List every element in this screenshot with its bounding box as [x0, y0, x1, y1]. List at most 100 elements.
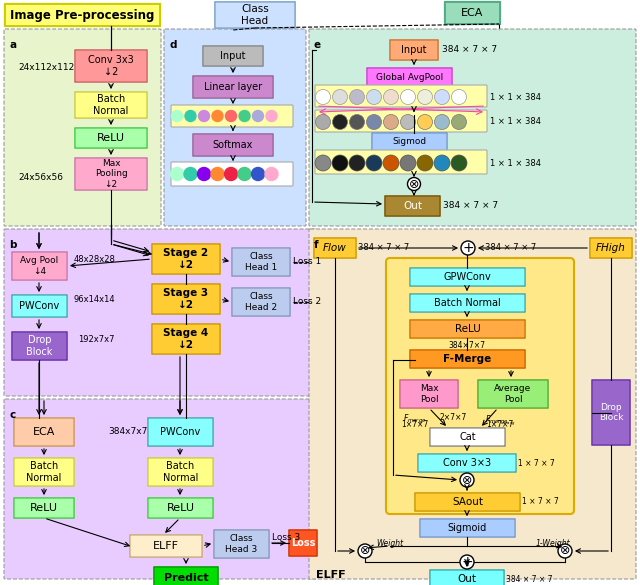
Text: 384x7x7: 384x7x7	[108, 428, 147, 436]
Circle shape	[184, 167, 197, 181]
Text: Linear layer: Linear layer	[204, 82, 262, 92]
Text: ⊗: ⊗	[409, 177, 419, 191]
Text: Predict: Predict	[164, 573, 208, 583]
Text: Cat: Cat	[459, 432, 476, 442]
Circle shape	[401, 115, 415, 129]
Circle shape	[460, 555, 474, 569]
Text: 384×7×7: 384×7×7	[449, 340, 486, 349]
Circle shape	[435, 90, 449, 105]
Text: 48x28x28: 48x28x28	[73, 254, 115, 263]
Circle shape	[349, 115, 365, 129]
FancyBboxPatch shape	[590, 238, 632, 258]
FancyBboxPatch shape	[445, 2, 500, 24]
Text: 24x56x56: 24x56x56	[18, 173, 63, 181]
Circle shape	[170, 167, 184, 181]
FancyBboxPatch shape	[215, 2, 295, 28]
FancyBboxPatch shape	[14, 498, 74, 518]
Circle shape	[265, 167, 278, 181]
FancyBboxPatch shape	[386, 258, 574, 514]
Text: $F_{merge}$: $F_{merge}$	[403, 413, 427, 426]
FancyBboxPatch shape	[148, 458, 213, 486]
Text: ⊗: ⊗	[461, 473, 472, 487]
FancyBboxPatch shape	[315, 85, 487, 107]
Circle shape	[349, 155, 365, 171]
Text: Conv 3x3
↓2: Conv 3x3 ↓2	[88, 55, 134, 77]
Text: Softmax: Softmax	[213, 140, 253, 150]
Text: 1 × 1 × 384: 1 × 1 × 384	[490, 159, 541, 167]
FancyBboxPatch shape	[372, 133, 447, 151]
FancyBboxPatch shape	[12, 332, 67, 360]
FancyBboxPatch shape	[385, 196, 440, 216]
Text: Max
Pooling
↓2: Max Pooling ↓2	[95, 159, 127, 189]
Circle shape	[239, 111, 250, 122]
Text: d: d	[169, 40, 177, 50]
Text: Stage 2
↓2: Stage 2 ↓2	[163, 248, 209, 270]
Text: Class
Head 1: Class Head 1	[245, 252, 277, 271]
Text: f: f	[314, 240, 319, 250]
Text: Average
Pool: Average Pool	[494, 384, 532, 404]
FancyBboxPatch shape	[12, 252, 67, 280]
Text: +: +	[462, 241, 474, 255]
Text: ECA: ECA	[33, 427, 55, 437]
Text: ECA: ECA	[461, 8, 484, 18]
Circle shape	[367, 90, 381, 105]
Text: 1 × 1 × 384: 1 × 1 × 384	[490, 92, 541, 102]
Text: Max
Pool: Max Pool	[420, 384, 438, 404]
Text: ReLU: ReLU	[30, 503, 58, 513]
FancyBboxPatch shape	[5, 4, 160, 26]
Text: Conv 3×3: Conv 3×3	[443, 458, 491, 468]
FancyBboxPatch shape	[130, 535, 202, 557]
Text: FHigh: FHigh	[596, 243, 626, 253]
Text: Batch Normal: Batch Normal	[434, 298, 501, 308]
Circle shape	[460, 473, 474, 487]
Circle shape	[172, 111, 182, 122]
Circle shape	[417, 90, 433, 105]
Text: Weight: Weight	[376, 539, 404, 548]
Text: Stage 3
↓2: Stage 3 ↓2	[163, 288, 209, 310]
Text: Global AvgPool: Global AvgPool	[376, 73, 443, 81]
FancyBboxPatch shape	[193, 76, 273, 98]
Circle shape	[225, 167, 237, 181]
Text: Loss: Loss	[291, 538, 315, 548]
FancyBboxPatch shape	[171, 105, 293, 127]
Text: ELFF: ELFF	[316, 570, 346, 580]
Text: Batch
Normal: Batch Normal	[93, 94, 129, 116]
FancyBboxPatch shape	[430, 570, 504, 585]
Circle shape	[383, 115, 399, 129]
Text: 1 × 7 × 7: 1 × 7 × 7	[518, 459, 555, 467]
Text: 192x7x7: 192x7x7	[79, 335, 115, 343]
Text: b: b	[9, 240, 17, 250]
Text: Out: Out	[458, 574, 477, 584]
Text: 1×7×7: 1×7×7	[401, 420, 429, 429]
Text: 1 × 7 × 7: 1 × 7 × 7	[522, 497, 559, 507]
FancyBboxPatch shape	[75, 128, 147, 148]
FancyBboxPatch shape	[415, 493, 520, 511]
Text: a: a	[9, 40, 16, 50]
Text: 384 × 7 × 7: 384 × 7 × 7	[358, 243, 409, 253]
Circle shape	[434, 155, 450, 171]
Circle shape	[383, 155, 399, 171]
Text: 2×7×7: 2×7×7	[440, 413, 467, 422]
Circle shape	[198, 111, 209, 122]
FancyBboxPatch shape	[14, 458, 74, 486]
Text: Loss 1: Loss 1	[293, 257, 321, 267]
Text: PWConv: PWConv	[19, 301, 60, 311]
Circle shape	[417, 115, 433, 129]
Text: ReLU: ReLU	[454, 324, 481, 334]
Text: 384 × 7 × 7: 384 × 7 × 7	[443, 201, 498, 211]
Circle shape	[333, 115, 348, 129]
FancyBboxPatch shape	[400, 380, 458, 408]
FancyBboxPatch shape	[171, 162, 293, 186]
FancyBboxPatch shape	[4, 29, 161, 226]
FancyBboxPatch shape	[309, 229, 636, 579]
Text: F-Merge: F-Merge	[444, 354, 492, 364]
Text: 384 × 7 × 7: 384 × 7 × 7	[442, 46, 497, 54]
FancyBboxPatch shape	[75, 92, 147, 118]
FancyBboxPatch shape	[4, 229, 316, 396]
Text: 1×7×7: 1×7×7	[486, 420, 514, 429]
Circle shape	[225, 111, 237, 122]
Circle shape	[558, 544, 572, 558]
FancyBboxPatch shape	[309, 29, 636, 226]
Text: Flow: Flow	[323, 243, 347, 253]
FancyBboxPatch shape	[478, 380, 548, 408]
